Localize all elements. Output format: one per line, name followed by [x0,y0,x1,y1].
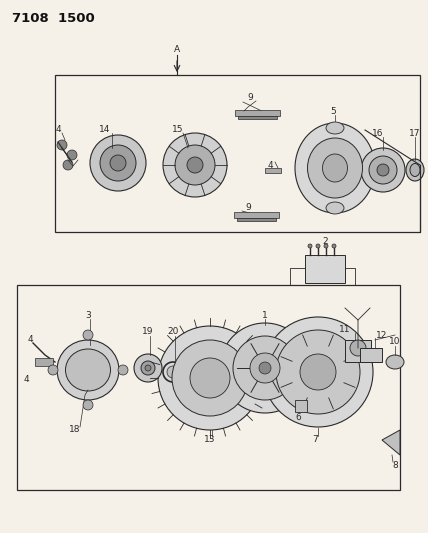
Circle shape [175,145,215,185]
Text: 9: 9 [245,203,251,212]
Text: 10: 10 [389,337,401,346]
Bar [17,285,400,490]
Circle shape [250,353,280,383]
Circle shape [263,317,373,427]
Bar [237,218,276,221]
Bar [234,212,279,218]
Text: 7: 7 [312,435,318,445]
Circle shape [187,157,203,173]
Circle shape [57,140,67,150]
Bar [360,348,382,362]
Circle shape [167,366,179,378]
Circle shape [190,358,230,398]
Text: 2: 2 [322,238,328,246]
Circle shape [110,155,126,171]
Circle shape [361,148,405,192]
Circle shape [172,340,248,416]
Text: 3: 3 [85,311,91,319]
Bar [295,400,307,412]
Circle shape [83,330,93,340]
Circle shape [48,365,58,375]
Circle shape [308,244,312,248]
Bar [238,116,277,119]
Text: A: A [174,45,180,54]
Circle shape [90,135,146,191]
Text: 4: 4 [23,376,29,384]
Circle shape [350,340,366,356]
Text: 11: 11 [339,326,351,335]
Circle shape [141,361,155,375]
Text: 20: 20 [167,327,178,336]
Text: 4: 4 [267,160,273,169]
Bar [55,75,420,232]
Circle shape [83,400,93,410]
Text: 9: 9 [247,93,253,102]
Ellipse shape [406,159,424,181]
Circle shape [100,145,136,181]
Text: 1: 1 [262,311,268,319]
Ellipse shape [323,154,348,182]
Circle shape [134,354,162,382]
Circle shape [145,365,151,371]
Text: 4: 4 [55,125,61,134]
Circle shape [300,354,336,390]
Bar [305,255,345,283]
Circle shape [259,362,271,374]
Ellipse shape [295,123,375,213]
Circle shape [369,156,397,184]
Bar [235,110,280,116]
Text: 14: 14 [99,125,111,134]
Text: 19: 19 [142,327,154,336]
Circle shape [233,336,297,400]
Ellipse shape [307,138,363,198]
Circle shape [324,244,328,248]
Circle shape [220,323,310,413]
Circle shape [63,160,73,170]
Ellipse shape [65,349,110,391]
Text: 16: 16 [372,128,384,138]
Text: 7108  1500: 7108 1500 [12,12,95,25]
Ellipse shape [57,340,119,400]
Bar [345,340,371,362]
Ellipse shape [326,122,344,134]
Circle shape [118,365,128,375]
Text: 5: 5 [330,108,336,117]
Text: 8: 8 [392,461,398,470]
Text: 12: 12 [376,330,388,340]
Text: 4: 4 [27,335,33,344]
Polygon shape [382,430,400,455]
Circle shape [158,326,262,430]
Text: 18: 18 [69,425,81,434]
Text: 17: 17 [409,128,421,138]
Ellipse shape [386,355,404,369]
Circle shape [332,244,336,248]
Circle shape [163,133,227,197]
Circle shape [67,150,77,160]
Circle shape [276,330,360,414]
Circle shape [377,164,389,176]
Ellipse shape [326,202,344,214]
Ellipse shape [410,164,420,176]
Bar [35,358,53,366]
Text: 13: 13 [204,435,216,445]
Bar [265,168,281,173]
Text: 15: 15 [172,125,184,134]
Text: 6: 6 [295,414,301,423]
Circle shape [316,244,320,248]
